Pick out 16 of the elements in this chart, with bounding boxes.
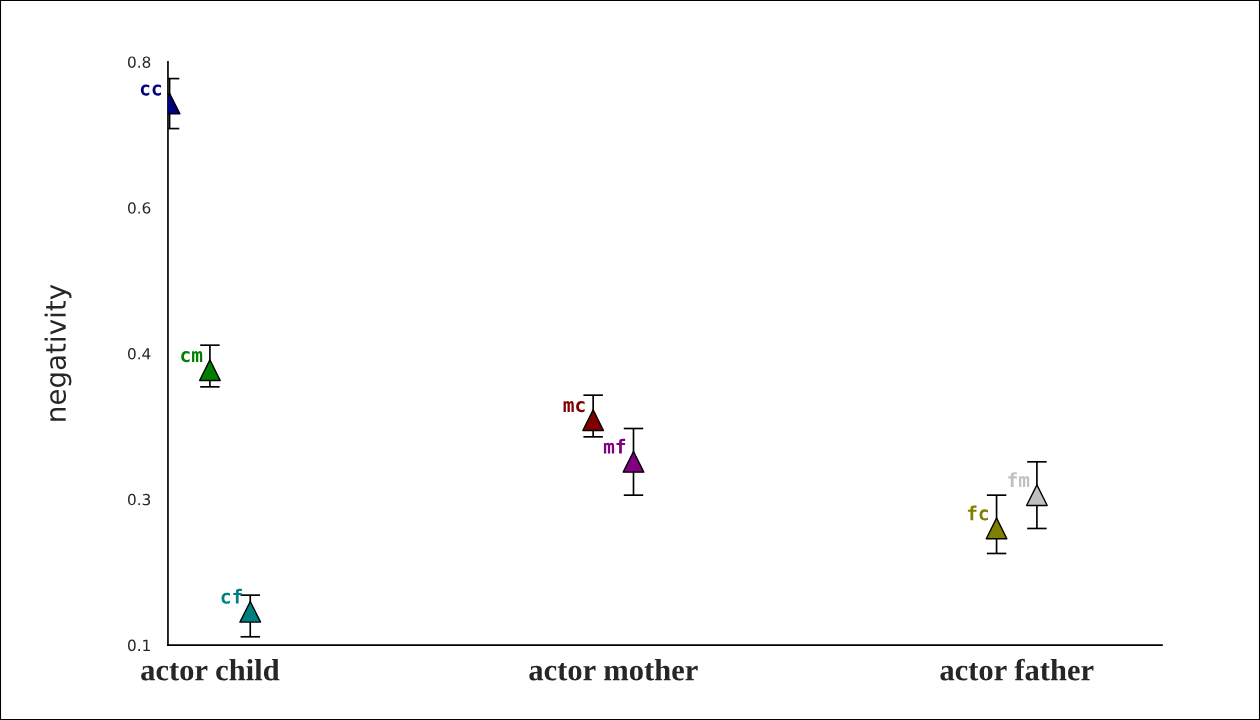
series-label: mf [603, 438, 626, 454]
series-label: cm [181, 351, 203, 363]
series-label: fm [1008, 472, 1030, 487]
y-tick-label: 0.1 [128, 639, 150, 652]
series-label: fc [967, 505, 988, 521]
y-tick-label: 0.8 [128, 56, 151, 68]
y-tick-label: 0.4 [128, 347, 151, 360]
x-tick-label: actor child [141, 659, 280, 681]
x-tick-label: actor father [940, 658, 1094, 681]
x-tick-label: actor mother [529, 659, 698, 681]
series-label: cc [140, 84, 161, 96]
series-label: mc [563, 401, 585, 413]
y-axis-title: negativity [44, 284, 72, 421]
y-tick-label: 0.6 [128, 202, 151, 214]
y-tick-label: 0.3 [128, 493, 151, 506]
series-label: cf [221, 588, 242, 604]
